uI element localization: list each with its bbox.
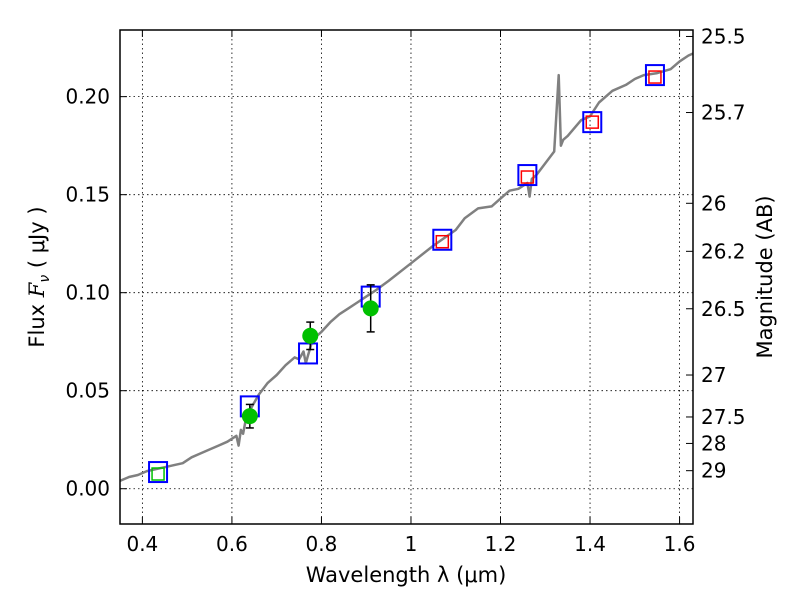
plot-series bbox=[120, 52, 693, 484]
model-box bbox=[517, 164, 538, 187]
x-tick-label: 1.4 bbox=[574, 532, 606, 556]
right-tick-label: 26 bbox=[701, 191, 726, 215]
observed-box bbox=[435, 234, 450, 249]
right-tick-label: 27 bbox=[701, 363, 726, 387]
x-tick-label: 1 bbox=[405, 532, 418, 556]
detection-point bbox=[241, 408, 258, 425]
sed-line bbox=[120, 52, 693, 483]
x-tick-label: 0.4 bbox=[126, 532, 158, 556]
detection-point bbox=[362, 300, 379, 317]
model-box bbox=[432, 228, 453, 251]
y-tick-label: 0.05 bbox=[65, 379, 110, 403]
series-group bbox=[120, 52, 693, 484]
right-tick-label: 26.5 bbox=[701, 297, 746, 321]
x-tick-label: 1.2 bbox=[485, 532, 517, 556]
y-axis-label-subscript: ν bbox=[37, 275, 53, 283]
x-tick-label: 0.8 bbox=[306, 532, 338, 556]
y-tick-label: 0.10 bbox=[65, 281, 110, 305]
y-tick-label: 0.20 bbox=[65, 85, 110, 109]
plot-frame bbox=[119, 29, 694, 525]
right-tick-label: 27.5 bbox=[701, 405, 746, 429]
y-axis-label-symbol: F bbox=[25, 281, 49, 298]
right-tick-label: 26.2 bbox=[701, 239, 746, 263]
observed-box bbox=[585, 115, 600, 129]
y-tick-label: 0.15 bbox=[65, 183, 110, 207]
model-box bbox=[644, 64, 665, 87]
axis-ticks: 0.4 0.6 0.8 1 1.2 1.4 1.6 0.00 0.05 0.10 0.15 0.20 2… bbox=[65, 24, 745, 556]
y-axis-label: Flux Fν ( μJy ) bbox=[25, 206, 53, 347]
right-axis-label: Magnitude (AB) bbox=[753, 195, 777, 358]
y-axis-label-suffix: ( μJy ) bbox=[25, 206, 49, 274]
y-axis-label-prefix: Flux bbox=[25, 297, 49, 347]
model-box bbox=[148, 461, 169, 484]
y-tick-label: 0.00 bbox=[65, 477, 110, 501]
green-box bbox=[151, 467, 165, 481]
right-tick-label: 25.7 bbox=[701, 101, 746, 125]
x-tick-label: 0.6 bbox=[216, 532, 248, 556]
right-tick-label: 28 bbox=[701, 431, 726, 455]
right-tick-label: 29 bbox=[701, 459, 726, 483]
model-box bbox=[582, 111, 603, 134]
observed-box bbox=[648, 70, 662, 84]
right-tick-label: 25.5 bbox=[701, 24, 746, 48]
detection-point bbox=[302, 327, 319, 344]
x-axis-label: Wavelength λ (μm) bbox=[306, 563, 507, 587]
observed-box bbox=[520, 170, 535, 184]
x-tick-label: 1.6 bbox=[664, 532, 696, 556]
